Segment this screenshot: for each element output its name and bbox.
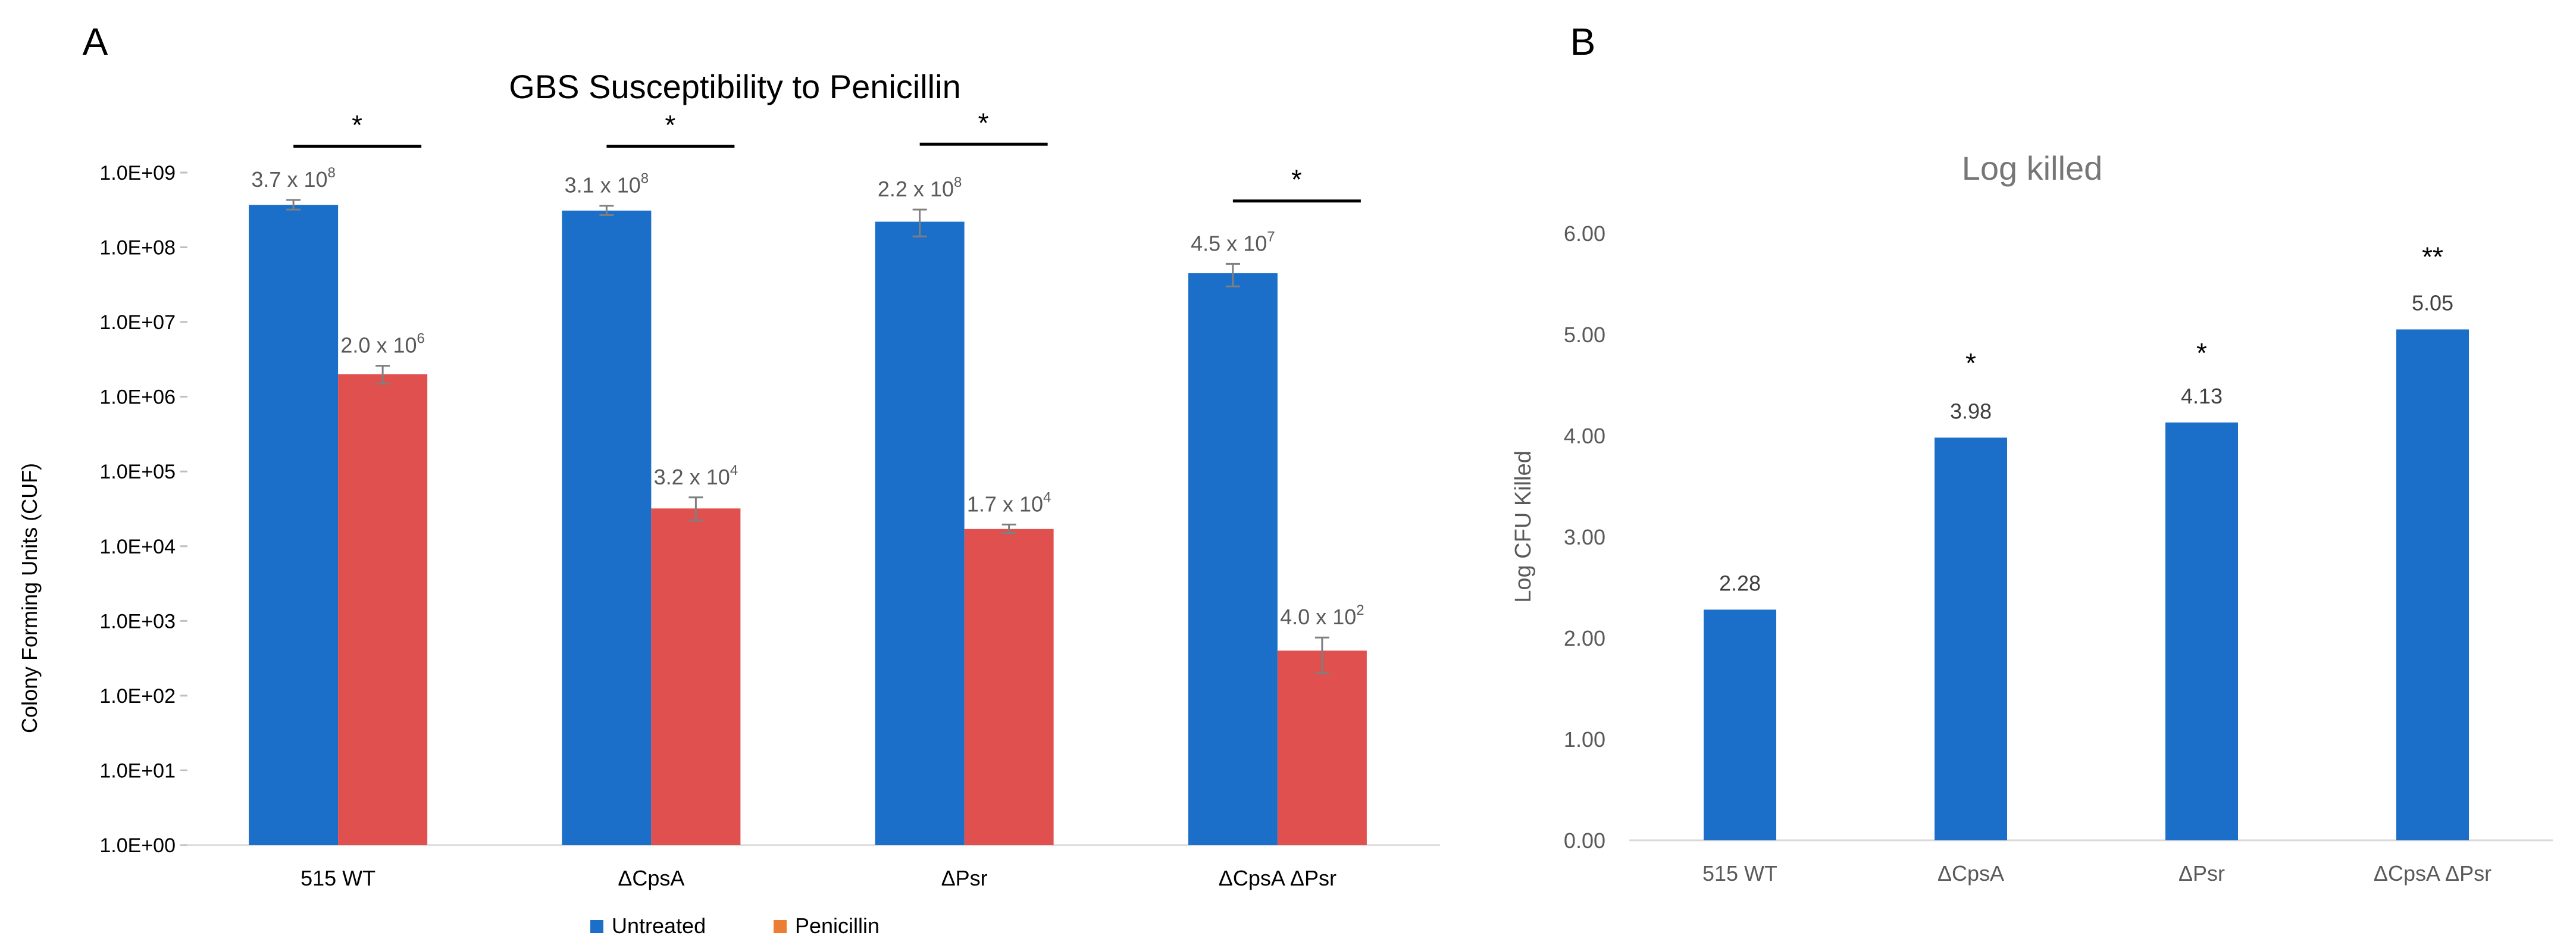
chart-a-data-label: 3.7 x 108 (251, 165, 335, 192)
panel-b-letter: B (1570, 20, 1596, 63)
chart-b-y-tick-label: 3.00 (1564, 525, 1605, 549)
chart-a-y-tick-label: 1.0E+03 (99, 610, 176, 633)
chart-a-data-label-exponent: 8 (954, 174, 962, 190)
chart-a-plot: 1.0E+00 1.0E+01 1.0E+02 1.0E+03 1.0E+04 1.0E+… (99, 107, 1440, 890)
chart-b-data-label: 2.28 (1719, 571, 1761, 595)
chart-a-bar-untreated (562, 210, 652, 846)
chart-a-bar-penicillin (1277, 650, 1367, 845)
chart-a-data-label-exponent: 7 (1267, 229, 1275, 245)
chart-a-data-label: 4.0 x 102 (1280, 602, 1364, 629)
chart-a-category-label: 515 WT (301, 866, 375, 890)
chart-b-significance-mark: ** (2422, 242, 2443, 273)
chart-b-significance-mark: * (1965, 348, 1976, 378)
legend-swatch-penicillin (774, 920, 787, 933)
chart-a-data-label: 3.2 x 104 (654, 462, 738, 489)
chart-b-bar (2165, 422, 2238, 840)
chart-a-data-label: 4.5 x 107 (1191, 229, 1275, 255)
chart-a-data-label-mantissa: 2.2 x 10 (878, 177, 954, 201)
chart-a-data-label-exponent: 6 (417, 331, 424, 347)
chart-a-y-tick-label: 1.0E+05 (99, 461, 176, 483)
chart-a-data-label: 2.0 x 106 (340, 331, 424, 358)
chart-a-data-label-mantissa: 3.7 x 10 (251, 167, 327, 192)
chart-b-y-tick-label: 5.00 (1564, 323, 1605, 347)
chart-a-bar-penicillin (964, 528, 1054, 845)
chart-a-ylabel: Colony Forming Units (CUF) (17, 463, 42, 733)
chart-a-data-label-exponent: 8 (641, 171, 649, 187)
chart-b-bar (1704, 609, 1776, 840)
chart-b-bar (1935, 437, 2007, 840)
chart-a-y-tick-label: 1.0E+09 (99, 162, 176, 184)
chart-b-y-tick-label: 0.00 (1564, 828, 1605, 853)
chart-a-category-label: ΔCpsA (618, 866, 684, 890)
chart-a-data-label-mantissa: 4.0 x 10 (1280, 605, 1356, 629)
chart-a-data-label-mantissa: 3.1 x 10 (565, 173, 641, 198)
legend-label-untreated: Untreated (612, 914, 706, 938)
chart-a-data-label-mantissa: 3.2 x 10 (654, 465, 730, 489)
panel-a-letter: A (83, 20, 108, 63)
chart-a-data-label-exponent: 8 (327, 165, 335, 181)
chart-a-y-tick-label: 1.0E+00 (99, 834, 176, 857)
chart-b-category-label: ΔCpsA (1938, 861, 2004, 886)
chart-b-category-label: ΔPsr (2179, 861, 2225, 886)
chart-b-title: Log killed (1962, 149, 2103, 187)
chart-b-y-tick-label: 6.00 (1564, 221, 1605, 246)
chart-a-y-tick-label: 1.0E+01 (99, 759, 176, 782)
chart-a-data-label: 1.7 x 104 (967, 489, 1051, 516)
chart-b-data-label: 5.05 (2412, 291, 2453, 315)
chart-a-bar-untreated (1188, 273, 1278, 845)
chart-a-data-label-mantissa: 4.5 x 10 (1191, 231, 1267, 255)
chart-b-bar (2396, 329, 2469, 840)
chart-a-significance-mark: * (978, 107, 989, 138)
chart-b-category-label: 515 WT (1702, 861, 1777, 886)
chart-b-data-label: 3.98 (1950, 399, 1992, 423)
chart-a-category-label: ΔPsr (941, 866, 988, 890)
chart-b-y-tick-label: 1.00 (1564, 727, 1605, 752)
chart-b-plot: 0.00 1.00 2.00 3.00 4.00 5.00 6.00 2.28 515 WT 3.… (1564, 221, 2553, 886)
chart-a-y-tick-label: 1.0E+02 (99, 685, 176, 708)
chart-a-data-label-exponent: 4 (1043, 489, 1051, 505)
chart-a-category-label: ΔCpsA ΔPsr (1219, 866, 1336, 890)
chart-a-data-label-exponent: 4 (730, 462, 738, 478)
chart-a-data-label-mantissa: 1.7 x 10 (967, 492, 1043, 516)
chart-b-significance-mark: * (2196, 337, 2207, 368)
chart-a-title: GBS Susceptibility to Penicillin (509, 68, 960, 105)
chart-a-y-tick-label: 1.0E+08 (99, 237, 176, 259)
chart-b-category-label: ΔCpsA ΔPsr (2374, 861, 2492, 886)
chart-b-data-label: 4.13 (2181, 384, 2223, 408)
chart-a-data-label-exponent: 2 (1356, 602, 1364, 618)
chart-a-bar-untreated (249, 205, 339, 846)
legend-label-penicillin: Penicillin (795, 914, 879, 938)
chart-a-y-tick-label: 1.0E+04 (99, 536, 176, 558)
chart-a-y-tick-label: 1.0E+06 (99, 386, 176, 409)
chart-a-data-label: 3.1 x 108 (565, 171, 649, 198)
chart-a-data-label-mantissa: 2.0 x 10 (340, 333, 417, 358)
chart-a-y-tick-label: 1.0E+07 (99, 311, 176, 334)
chart-b-y-tick-label: 2.00 (1564, 626, 1605, 650)
legend-swatch-untreated (590, 920, 603, 933)
chart-a-bar-penicillin (338, 374, 428, 845)
chart-a-legend: Untreated Penicillin (590, 914, 879, 938)
chart-a-significance-mark: * (665, 110, 675, 140)
chart-a-bar-penicillin (651, 508, 741, 845)
chart-a-bar-untreated (875, 221, 965, 845)
chart-b-y-tick-label: 4.00 (1564, 424, 1605, 448)
chart-b-ylabel: Log CFU Killed (1511, 451, 1536, 603)
chart-a-data-label: 2.2 x 108 (878, 174, 962, 201)
chart-a-significance-mark: * (1291, 164, 1302, 195)
chart-a-significance-mark: * (352, 110, 362, 140)
